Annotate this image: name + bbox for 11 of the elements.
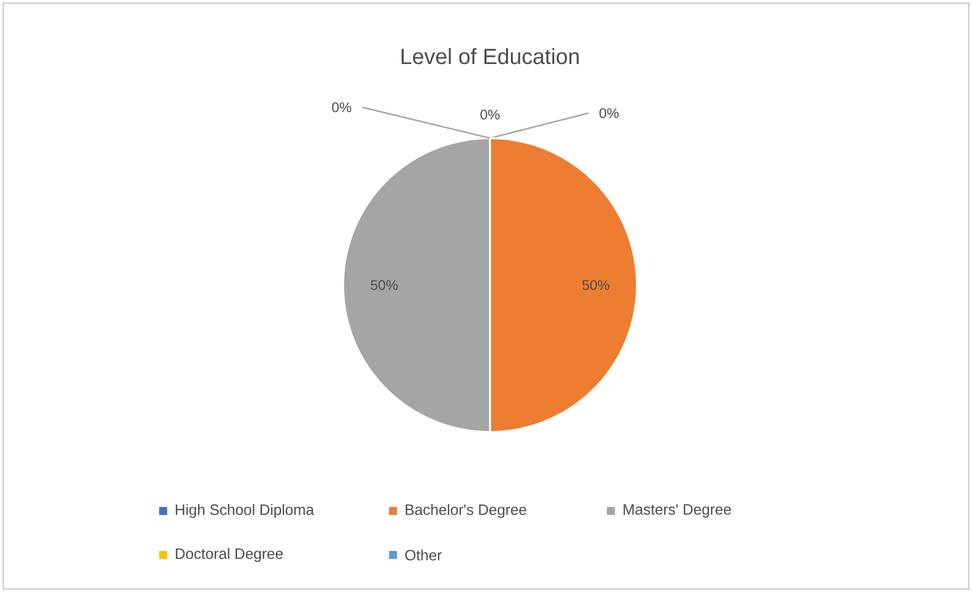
- data-label: 50%: [370, 280, 398, 290]
- legend-label: Bachelor's Degree: [406, 504, 526, 518]
- legend-label: Masters' Degree: [624, 504, 731, 518]
- chart-title: Level of Education: [402, 48, 579, 64]
- text: 0%: [332, 102, 352, 112]
- data-label: 50%: [582, 280, 610, 290]
- text: 0%: [480, 110, 500, 120]
- legend-label: Doctoral Degree: [176, 548, 283, 562]
- text: 0%: [600, 108, 619, 118]
- legend-label: Other: [405, 549, 442, 560]
- legend-label: High School Diploma: [176, 504, 314, 518]
